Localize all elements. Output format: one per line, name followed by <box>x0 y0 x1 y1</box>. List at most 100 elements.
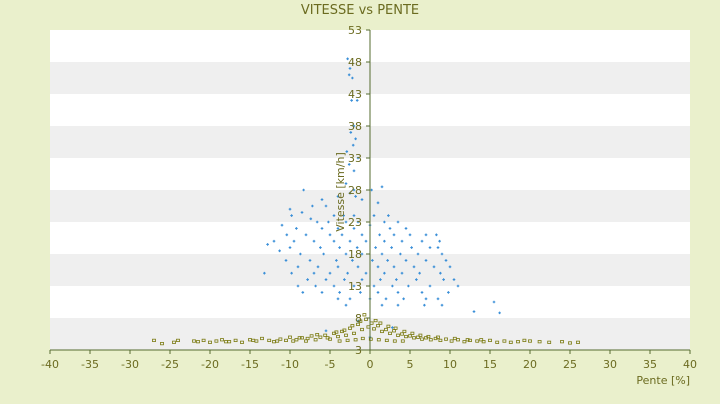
x-tick-label: -5 <box>325 358 336 371</box>
data-point <box>324 329 328 333</box>
y-tick-label: 3 <box>355 344 362 357</box>
data-point <box>438 239 441 243</box>
y-tick-label: 43 <box>348 88 362 101</box>
data-point <box>353 338 358 342</box>
data-point <box>324 278 328 281</box>
data-point <box>400 271 404 275</box>
data-point <box>376 324 380 328</box>
data-point <box>347 163 351 166</box>
data-point <box>359 291 362 294</box>
data-point <box>452 278 456 281</box>
data-point <box>312 271 316 275</box>
data-point <box>391 284 394 288</box>
data-point <box>372 327 376 331</box>
data-point <box>522 338 527 343</box>
data-point <box>396 333 400 337</box>
data-point <box>444 259 448 262</box>
data-point <box>345 150 349 153</box>
x-tick-label: -30 <box>121 358 139 371</box>
data-point <box>400 339 405 343</box>
data-point <box>360 233 364 237</box>
x-tick-label: 5 <box>407 358 414 371</box>
data-point <box>296 265 300 269</box>
data-point <box>438 338 443 343</box>
data-point <box>383 239 386 243</box>
data-point <box>387 214 390 217</box>
data-points <box>152 57 580 346</box>
data-point <box>479 338 484 342</box>
y-tick-label: 28 <box>348 184 362 197</box>
data-point <box>338 246 341 249</box>
data-point <box>426 334 431 339</box>
data-point <box>348 239 352 243</box>
data-point <box>448 265 452 269</box>
data-point <box>452 336 457 341</box>
data-point <box>495 340 500 344</box>
data-point <box>352 169 356 173</box>
data-point <box>325 336 330 340</box>
data-point <box>416 252 420 256</box>
data-point <box>288 335 292 339</box>
data-point <box>304 233 308 237</box>
y-axis-label: Vitesse [km/h] <box>334 152 347 232</box>
data-point <box>371 259 374 262</box>
data-point <box>196 340 200 344</box>
data-point <box>436 297 440 301</box>
data-point <box>384 338 389 343</box>
data-point <box>352 188 356 192</box>
data-point <box>315 333 320 337</box>
data-point <box>346 57 349 61</box>
data-point <box>408 334 412 338</box>
y-tick-label: 18 <box>348 248 362 261</box>
data-point <box>410 331 415 335</box>
data-point <box>355 246 359 249</box>
data-point <box>360 327 364 332</box>
data-point <box>233 338 238 343</box>
x-tick-label: -40 <box>41 358 59 371</box>
data-point <box>296 284 300 288</box>
data-point <box>516 340 520 344</box>
data-point <box>338 291 341 294</box>
data-point <box>502 339 507 343</box>
data-point <box>418 271 421 275</box>
data-point <box>342 214 345 217</box>
data-point <box>378 233 381 237</box>
data-point <box>388 227 392 230</box>
data-point <box>498 311 501 315</box>
data-point <box>407 284 410 288</box>
data-point <box>456 284 460 288</box>
y-tick-label: 23 <box>348 216 362 229</box>
data-point <box>415 278 418 281</box>
data-point <box>192 339 196 343</box>
data-point <box>320 291 324 294</box>
data-point <box>380 252 384 256</box>
data-point <box>379 278 382 281</box>
data-point <box>336 265 340 269</box>
data-point <box>352 227 356 230</box>
data-point <box>376 291 380 294</box>
data-point <box>432 265 436 269</box>
data-point <box>408 233 412 237</box>
data-point <box>272 239 276 243</box>
data-point <box>278 249 281 253</box>
data-point <box>462 340 467 344</box>
data-point <box>311 204 314 208</box>
data-point <box>384 297 388 301</box>
data-point <box>399 252 402 256</box>
data-point <box>392 233 396 237</box>
data-point <box>356 265 360 269</box>
data-point <box>332 239 336 243</box>
x-tick-label: -20 <box>201 358 219 371</box>
y-tick-label: 53 <box>348 24 362 37</box>
data-point <box>396 220 400 224</box>
data-point <box>290 271 293 275</box>
data-point <box>349 131 353 134</box>
data-point <box>528 339 532 343</box>
data-point <box>435 233 438 237</box>
data-point <box>336 195 340 198</box>
data-point <box>472 310 476 313</box>
data-point <box>351 143 355 147</box>
data-point <box>352 214 356 217</box>
data-point <box>436 335 440 339</box>
